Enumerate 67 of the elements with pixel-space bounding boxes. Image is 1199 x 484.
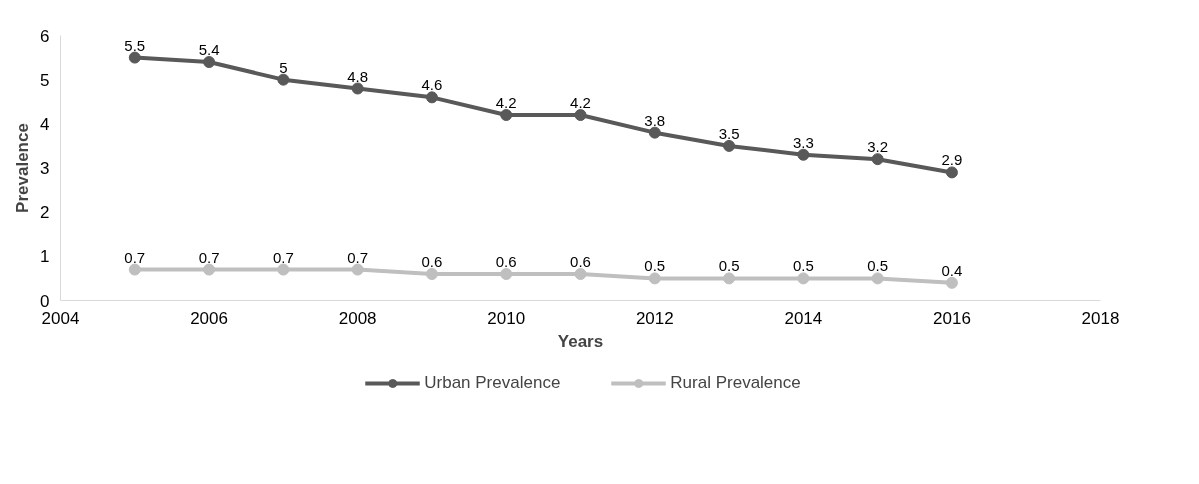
data-label: 4.6 xyxy=(421,76,443,94)
x-tick-label: 2008 xyxy=(338,308,377,328)
point xyxy=(203,56,216,68)
data-label: 3.5 xyxy=(718,124,740,142)
y-tick-label: 2 xyxy=(40,203,50,223)
point xyxy=(500,109,513,121)
y-tick-label: 1 xyxy=(40,247,50,267)
point xyxy=(574,268,587,280)
data-label: 0.6 xyxy=(570,253,591,270)
data-label: 0.6 xyxy=(495,253,517,270)
data-label: 0.5 xyxy=(718,257,740,275)
point xyxy=(425,268,438,280)
point xyxy=(351,82,364,95)
data-label: 0.7 xyxy=(347,248,369,266)
data-label: 4.8 xyxy=(347,67,369,85)
point xyxy=(128,263,141,276)
point xyxy=(797,148,810,161)
point xyxy=(425,91,438,104)
data-label: 5 xyxy=(279,58,288,76)
x-tick-label: 2014 xyxy=(784,308,823,328)
point xyxy=(945,276,958,289)
legend-label: Rural Prevalence xyxy=(670,373,801,393)
x-tick-label: 2016 xyxy=(933,308,971,328)
data-label: 0.6 xyxy=(421,253,443,270)
y-tick-label: 5 xyxy=(40,70,50,90)
y-tick-label: 4 xyxy=(40,114,50,134)
x-tick-label: 2018 xyxy=(1081,308,1120,328)
data-label: 3.2 xyxy=(867,138,889,156)
data-label: 0.7 xyxy=(198,248,220,266)
data-label: 2.9 xyxy=(941,151,963,169)
data-label: 5.5 xyxy=(124,36,146,54)
point xyxy=(277,73,290,86)
data-label: 3.3 xyxy=(792,133,814,151)
point xyxy=(945,166,958,179)
x-tick-label: 2006 xyxy=(190,308,228,328)
point xyxy=(797,272,810,285)
data-label: 4.2 xyxy=(570,94,591,111)
point xyxy=(871,272,884,285)
data-label: 0.7 xyxy=(272,248,294,266)
data-label: 0.4 xyxy=(941,261,963,279)
point xyxy=(203,263,216,276)
legend-label: Urban Prevalence xyxy=(424,373,561,393)
point xyxy=(648,272,661,285)
data-label: 4.2 xyxy=(495,94,517,111)
data-label: 3.8 xyxy=(644,111,666,129)
data-label: 0.5 xyxy=(644,257,666,275)
point xyxy=(723,139,736,152)
data-label: 0.5 xyxy=(792,257,814,275)
point xyxy=(648,126,661,139)
data-label: 0.7 xyxy=(124,248,146,266)
point xyxy=(500,268,513,280)
point xyxy=(128,51,141,64)
x-tick-label: 2010 xyxy=(487,308,526,328)
x-tick-label: 2004 xyxy=(41,308,80,328)
data-label: 0.5 xyxy=(867,257,889,275)
x-axis-title: Years xyxy=(557,331,604,351)
x-tick-label: 2012 xyxy=(635,308,674,328)
point xyxy=(871,153,884,166)
point xyxy=(574,109,587,121)
data-label: 5.4 xyxy=(198,41,220,58)
point xyxy=(277,263,290,276)
y-tick-label: 3 xyxy=(40,159,50,178)
y-axis-title: Prevalence xyxy=(13,123,33,213)
point xyxy=(351,263,364,276)
point xyxy=(723,272,736,285)
y-tick-label: 0 xyxy=(40,291,50,311)
y-tick-label: 6 xyxy=(40,26,50,46)
